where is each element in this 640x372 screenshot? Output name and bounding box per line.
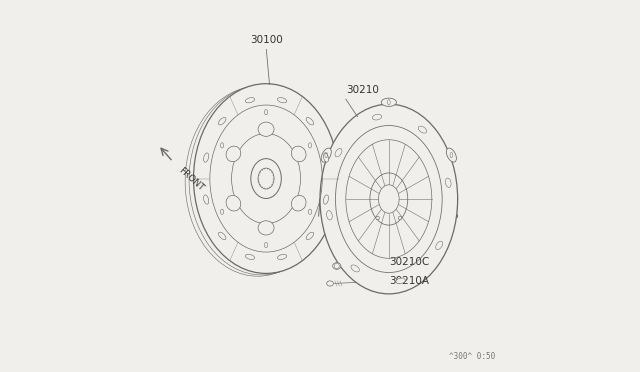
Ellipse shape bbox=[320, 206, 458, 227]
Text: ^300^ 0:50: ^300^ 0:50 bbox=[449, 352, 495, 361]
Circle shape bbox=[376, 216, 380, 220]
Ellipse shape bbox=[372, 114, 381, 120]
Ellipse shape bbox=[323, 153, 328, 162]
Ellipse shape bbox=[258, 221, 274, 235]
Text: 30210A: 30210A bbox=[389, 276, 429, 286]
Ellipse shape bbox=[326, 281, 333, 286]
Ellipse shape bbox=[245, 97, 255, 103]
Text: 30100: 30100 bbox=[250, 35, 282, 45]
Ellipse shape bbox=[306, 118, 314, 125]
Ellipse shape bbox=[204, 195, 209, 204]
Ellipse shape bbox=[381, 98, 396, 106]
Circle shape bbox=[398, 216, 402, 220]
Ellipse shape bbox=[320, 104, 458, 294]
Ellipse shape bbox=[351, 265, 360, 272]
Ellipse shape bbox=[326, 211, 332, 220]
Ellipse shape bbox=[218, 232, 226, 240]
Ellipse shape bbox=[226, 146, 241, 162]
Ellipse shape bbox=[308, 209, 312, 214]
Ellipse shape bbox=[370, 173, 408, 225]
Text: 30210: 30210 bbox=[346, 85, 379, 95]
Ellipse shape bbox=[218, 118, 226, 125]
Ellipse shape bbox=[436, 241, 443, 250]
Ellipse shape bbox=[220, 143, 224, 148]
Ellipse shape bbox=[306, 232, 314, 240]
Ellipse shape bbox=[396, 278, 405, 284]
Ellipse shape bbox=[321, 148, 332, 162]
Ellipse shape bbox=[333, 263, 341, 269]
Ellipse shape bbox=[308, 143, 312, 148]
Ellipse shape bbox=[204, 153, 209, 162]
Ellipse shape bbox=[258, 122, 274, 137]
Ellipse shape bbox=[291, 146, 306, 162]
Ellipse shape bbox=[418, 126, 427, 133]
Ellipse shape bbox=[323, 195, 328, 204]
Ellipse shape bbox=[264, 242, 268, 248]
Ellipse shape bbox=[291, 195, 306, 211]
Ellipse shape bbox=[220, 209, 224, 214]
Ellipse shape bbox=[445, 178, 451, 187]
Ellipse shape bbox=[264, 109, 268, 115]
Text: FRONT: FRONT bbox=[177, 166, 205, 193]
Ellipse shape bbox=[446, 148, 456, 162]
Ellipse shape bbox=[335, 148, 342, 157]
Ellipse shape bbox=[245, 254, 255, 260]
Ellipse shape bbox=[278, 254, 287, 260]
Ellipse shape bbox=[193, 84, 339, 273]
Text: 30210C: 30210C bbox=[389, 257, 429, 267]
Ellipse shape bbox=[278, 97, 287, 103]
Ellipse shape bbox=[226, 195, 241, 211]
